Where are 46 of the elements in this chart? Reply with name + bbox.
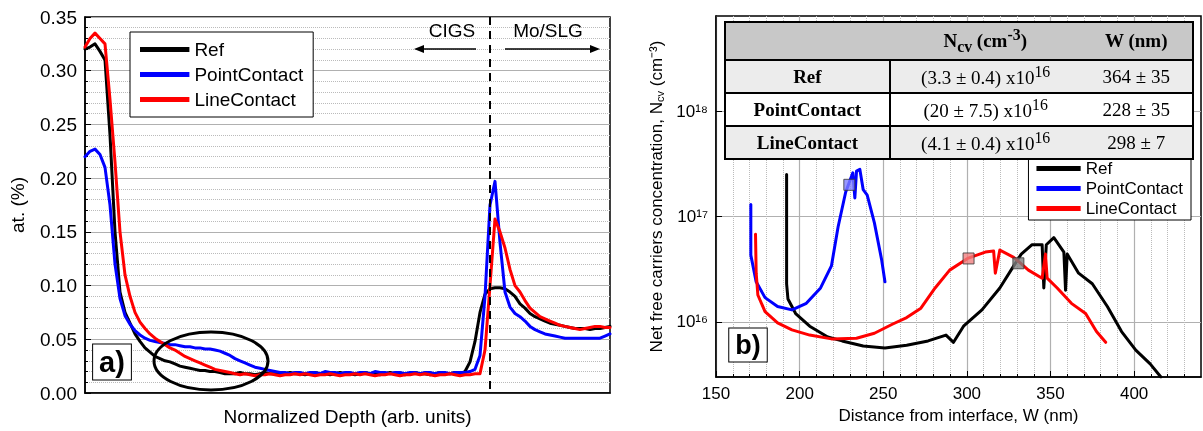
y-tick-label: 0.10 (40, 275, 77, 297)
x-axis-title: Normalized Depth (arb. units) (223, 406, 472, 427)
text: (20 ± 7.5) x10$^{16}$ (923, 96, 1048, 122)
x-tick-label: 350 (1036, 384, 1065, 403)
legend-label: PointContact (194, 64, 304, 85)
y-tick-label: 0.20 (40, 167, 77, 189)
category-label: Ref (793, 65, 822, 87)
legend-label: PointContact (1085, 179, 1184, 198)
annotation: CIGS (428, 19, 476, 41)
y-axis-title: Net free carriers concentration, Ncv (cm⁻³) (647, 40, 666, 353)
y-tick-label: 0.15 (40, 221, 77, 243)
text: (3.3 ± 0.4) x10$^{16}$ (921, 63, 1051, 89)
y-tick-label: 0.35 (40, 6, 77, 28)
line-series (749, 167, 887, 312)
text: 298 ± 7 (1107, 131, 1166, 153)
y-tick-label: 0.05 (40, 328, 77, 350)
x-tick-label: 250 (869, 384, 898, 403)
category-label: PointContact (753, 98, 862, 120)
legend-label: LineContact (1085, 199, 1177, 218)
annotation: Mo/SLG (513, 19, 583, 41)
x-tick-label: 400 (1119, 384, 1149, 403)
y-tick-label: 10¹⁸ (676, 101, 709, 121)
legend-label: Ref (194, 39, 225, 60)
y-tick-label: 0.25 (40, 113, 77, 135)
x-axis-title: Distance from interface, W (nm) (838, 405, 1079, 425)
annotation: a) (99, 346, 125, 378)
category-label: W (nm) (1080, 22, 1193, 60)
annotation: b) (735, 330, 761, 360)
point (1012, 257, 1025, 270)
text: (4.1 ± 0.4) x10$^{16}$ (921, 129, 1051, 155)
category-label: N$_{cv}$ (cm$^{-3}$) (889, 22, 1081, 60)
y-axis-title: at. (%) (7, 177, 28, 233)
legend-label: LineContact (194, 89, 297, 110)
text: 364 ± 35 (1102, 65, 1171, 87)
y-tick-label: 10¹⁶ (676, 312, 709, 332)
y-tick-label: 10¹⁷ (677, 207, 709, 227)
x-tick-label: 300 (952, 384, 982, 403)
x-tick-label: 150 (701, 384, 731, 403)
text: 228 ± 35 (1102, 98, 1171, 120)
legend-label: Ref (1085, 159, 1113, 178)
point (843, 178, 856, 191)
y-tick-label: 0.00 (40, 382, 77, 404)
category-label: LineContact (756, 131, 859, 153)
y-tick-label: 0.30 (40, 60, 77, 82)
x-tick-label: 200 (785, 384, 814, 403)
point (962, 252, 975, 265)
